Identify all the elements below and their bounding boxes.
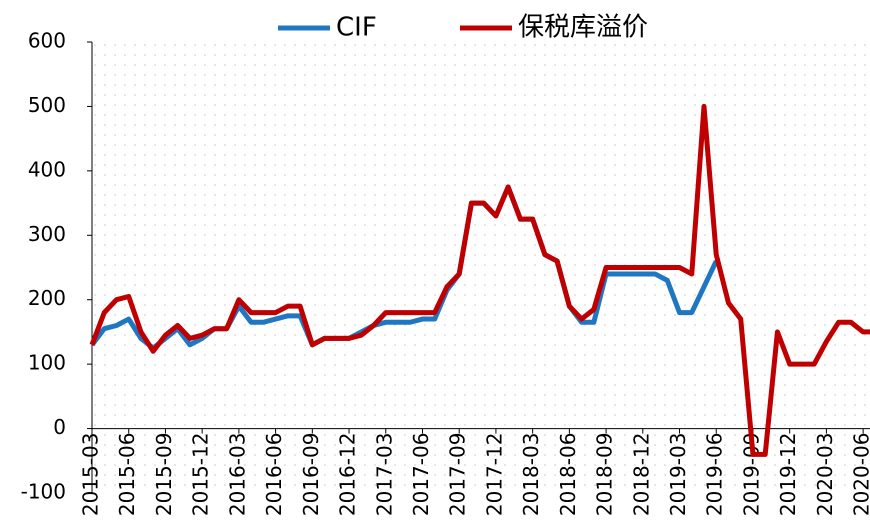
x-tick-label: 2018-03 [519, 433, 543, 517]
legend-label: 保税库溢价 [518, 13, 648, 43]
x-tick-label: 2015-12 [189, 433, 213, 517]
y-tick-label: 200 [28, 286, 66, 310]
x-tick-label: 2016-06 [262, 433, 286, 517]
y-tick-label: 300 [28, 222, 66, 246]
x-tick-label: 2017-03 [372, 433, 396, 517]
x-tick-label: 2019-03 [666, 433, 690, 517]
x-tick-label: 2018-09 [593, 433, 617, 517]
x-tick-label: 2018-06 [556, 433, 580, 517]
x-tick-label: 2017-09 [446, 433, 470, 517]
y-tick-label: 400 [28, 157, 66, 181]
x-tick-label: 2016-12 [336, 433, 360, 517]
y-tick-label: 500 [28, 93, 66, 117]
y-tick-label: -100 [21, 480, 66, 504]
x-tick-label: 2016-09 [299, 433, 323, 517]
x-tick-label: 2015-06 [115, 433, 139, 517]
legend-label: CIF [336, 13, 377, 43]
y-tick-label: 100 [28, 351, 66, 375]
legend: CIF 保税库溢价 [278, 13, 648, 43]
series-line [90, 184, 719, 351]
x-tick-label: 2017-12 [482, 433, 506, 517]
x-tick-label: 2019-12 [776, 433, 800, 517]
x-tick-label: 2015-09 [152, 433, 176, 517]
x-tick-label: 2017-06 [409, 433, 433, 517]
y-tick-label: 600 [28, 29, 66, 53]
series-line [89, 103, 870, 457]
y-tick-label: 0 [53, 415, 66, 439]
x-tick-label: 2020-06 [850, 433, 870, 517]
x-tick-label: 2020-03 [813, 433, 837, 517]
x-tick-label: 2019-06 [703, 433, 727, 517]
x-tick-label: 2018-12 [629, 433, 653, 517]
x-tick-label: 2015-03 [79, 433, 103, 517]
plot-background [92, 42, 870, 493]
x-tick-label: 2016-03 [225, 433, 249, 517]
